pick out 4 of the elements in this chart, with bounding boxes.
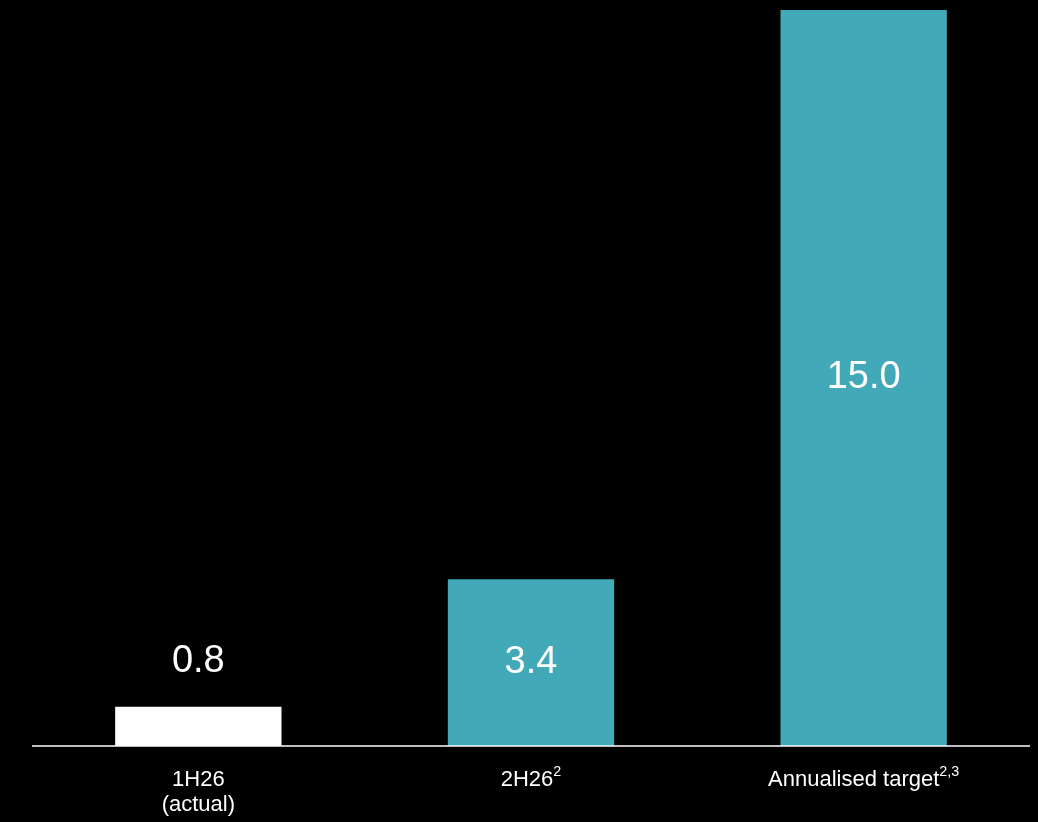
data-label: 3.4 [504,639,558,682]
data-label: 15.0 [826,354,901,397]
data-label: 0.8 [171,638,225,681]
x-tick-label: 1H26 (actual) [161,766,236,816]
